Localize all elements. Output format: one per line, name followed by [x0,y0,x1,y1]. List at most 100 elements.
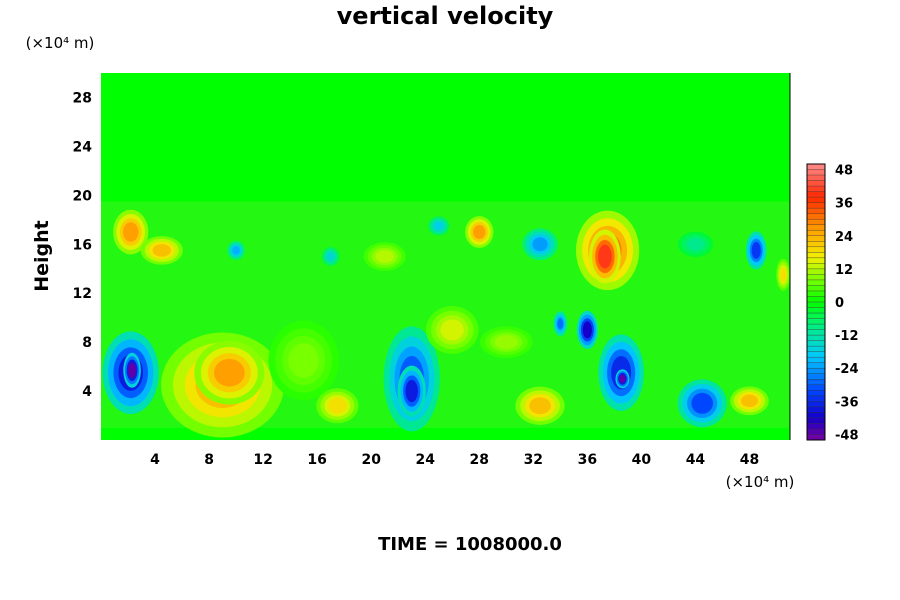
colorbar-swatch [807,406,825,413]
y-tick-label: 16 [73,237,92,253]
colorbar-swatch [807,329,825,336]
x-tick-label: 28 [470,452,489,468]
velocity-cell-18 [140,236,183,265]
colorbar-swatch [807,340,825,347]
colorbar-swatch [807,302,825,308]
colorbar-swatch [807,318,825,325]
colorbar-swatch [807,357,825,364]
x-tick-label: 36 [578,452,597,468]
x-tick-label: 40 [632,452,652,468]
velocity-cell-2 [123,352,141,388]
colorbar-tick-label: 48 [835,164,853,179]
velocity-cell-7 [397,365,426,417]
colorbar-swatch [807,164,825,170]
colorbar-swatch [807,191,825,198]
colorbar-frame [806,163,826,441]
velocity-cell-24 [428,216,450,236]
colorbar-swatch [807,296,825,303]
colorbar-ticks: 48 36 24 12 0 -12 -24 -36 -48 [835,164,859,444]
colorbar-swatch [807,324,825,330]
colorbar-tick-label: 36 [835,197,853,212]
velocity-cell-12 [730,386,769,416]
velocity-cell-20 [522,228,558,261]
velocity-cell-19 [465,216,494,248]
colorbar-swatch [807,268,825,275]
y-tick-label: 28 [73,90,92,106]
colorbar-swatch [807,246,825,253]
colorbar-swatch [807,274,825,281]
colorbar-swatch [807,197,825,203]
colorbar-swatch [807,241,825,248]
velocity-cell-11 [677,379,727,428]
colorbar-swatch [807,423,825,430]
colorbar-swatch [807,285,825,292]
colorbar-swatch [807,169,825,176]
colorbar-swatch [807,202,825,209]
colorbar-swatch [807,175,825,181]
colorbar-swatch [807,186,825,192]
colorbar-swatch [807,395,825,402]
velocity-cell-23 [363,242,406,271]
chart-title: vertical velocity [337,2,554,30]
velocity-cell-14 [553,311,568,337]
velocity-cell-13 [576,310,598,349]
velocity-cell-26 [425,306,479,354]
colorbar-swatch [807,335,825,341]
colorbar-swatch [807,279,825,286]
x-tick-label: 8 [204,452,214,468]
colorbar-tick-label: -48 [835,428,859,443]
colorbar-swatch [807,230,825,237]
colorbar-swatch [807,379,825,386]
x-axis-ticks: 4 8 12 16 20 24 28 32 36 40 44 48 [150,452,759,468]
velocity-cell-10 [615,369,630,389]
colorbar-tick-label: -24 [835,362,859,377]
colorbar-swatch [807,257,825,264]
x-tick-label: 48 [740,452,759,468]
colorbar-tick-label: 0 [835,296,844,311]
colorbar-swatch [807,313,825,319]
colorbar-swatch [807,368,825,375]
colorbar-swatch [807,307,825,314]
x-tick-label: 12 [253,452,272,468]
colorbar-tick-label: 24 [835,230,853,245]
x-tick-label: 32 [524,452,543,468]
velocity-cell-29 [677,231,714,257]
colorbar-swatch [807,252,825,259]
plot-area [101,73,791,440]
velocity-cell-28 [479,326,533,359]
colorbar-swatch [807,417,825,424]
y-tick-label: 8 [82,335,92,351]
velocity-cell-8 [515,386,565,425]
y-tick-label: 12 [73,286,92,302]
y-axis-ticks: 4 8 12 16 20 24 28 [73,90,93,400]
colorbar-swatch [807,180,825,187]
y-axis-label: Height [31,220,53,292]
colorbar-swatch [807,373,825,380]
y-axis-unit: (×10⁴ m) [26,34,95,52]
colorbar-swatch [807,401,825,408]
colorbar-swatch [807,390,825,397]
colorbar-swatch [807,362,825,369]
colorbar-swatch [807,428,825,435]
velocity-cell-4 [194,340,265,405]
colorbar-tick-label: 12 [835,263,853,278]
colorbar-swatch [807,235,825,242]
x-axis-unit: (×10⁴ m) [726,473,795,491]
x-tick-label: 44 [686,452,706,468]
colorbar-swatch [807,213,825,220]
time-footer: TIME = 1008000.0 [378,534,562,555]
colorbar-tick-label: -12 [835,329,859,344]
velocity-cell-17 [113,209,149,255]
colorbar-swatch [807,384,825,391]
velocity-cell-5 [316,388,359,424]
y-tick-label: 20 [73,188,93,204]
colorbar-swatch [807,434,825,441]
colorbar-swatch [807,224,825,231]
velocity-cell-16 [589,229,621,284]
y-tick-label: 24 [73,139,93,155]
colorbar-swatch [807,263,825,270]
colorbar-swatch [807,290,825,297]
colorbar-swatch [807,208,825,214]
x-tick-label: 24 [415,452,435,468]
